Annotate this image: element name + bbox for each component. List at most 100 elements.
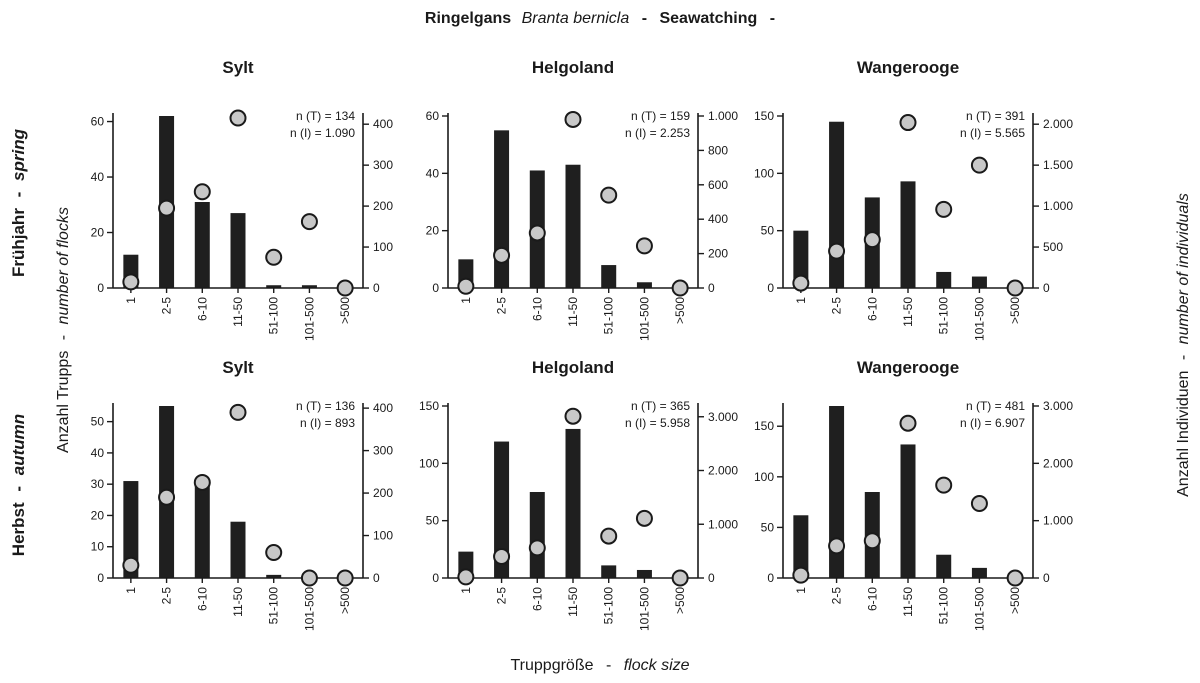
- individuals-point: [1006, 279, 1024, 297]
- x-tick-label: 1: [459, 587, 473, 594]
- row-label-autumn-de: Herbst: [9, 502, 28, 556]
- row-label-spring-sep: -: [9, 192, 28, 198]
- individuals-point: [528, 539, 546, 557]
- y-axis-right-label: Anzahl Individuen - number of individual…: [1175, 193, 1192, 497]
- bar: [494, 441, 510, 578]
- x-tick-label: 101-500: [637, 297, 651, 341]
- row-label-spring-de: Frühjahr: [9, 208, 28, 277]
- x-tick-label: 11-50: [901, 297, 915, 327]
- bar: [900, 181, 916, 288]
- individuals-point: [265, 248, 283, 266]
- individuals-point: [300, 213, 318, 231]
- x-tick-label: 6-10: [530, 297, 544, 321]
- annotation-n-i: n (I) = 5.958: [625, 416, 690, 430]
- y-right-tick-label: 300: [373, 444, 393, 458]
- y-left-tick-label: 50: [761, 224, 775, 238]
- y-axis-left-label-en: number of flocks: [55, 207, 72, 324]
- y-right-tick-label: 500: [1043, 240, 1063, 254]
- bar: [936, 554, 952, 578]
- annotation-n-t: n (T) = 134: [296, 109, 355, 123]
- title-method: Seawatching: [659, 10, 757, 27]
- y-right-tick-label: 0: [373, 281, 380, 295]
- x-tick-label: 51-100: [937, 587, 951, 625]
- y-right-tick-label: 200: [373, 199, 393, 213]
- y-left-tick-label: 0: [97, 571, 104, 585]
- y-left-tick-label: 0: [767, 281, 774, 295]
- y-right-tick-label: 2.000: [1043, 456, 1073, 470]
- individuals-point: [899, 114, 917, 132]
- x-tick-label: 1: [794, 587, 808, 594]
- bar: [194, 481, 210, 578]
- individuals-point: [671, 569, 689, 587]
- y-axis-right-label-en: number of individuals: [1175, 193, 1192, 344]
- figure-title: Ringelgans Branta bernicla - Seawatching…: [425, 10, 775, 27]
- y-axis-left-label: Anzahl Trupps - number of flocks: [55, 207, 72, 453]
- y-left-tick-label: 60: [426, 109, 440, 123]
- bar: [230, 521, 246, 578]
- x-axis-label-en: flock size: [624, 657, 690, 674]
- bar: [494, 130, 510, 288]
- y-right-tick-label: 3.000: [708, 410, 738, 424]
- title-species-de: Ringelgans: [425, 10, 511, 27]
- x-tick-label: >500: [673, 587, 687, 614]
- individuals-point: [970, 156, 988, 174]
- bar: [601, 565, 617, 578]
- y-right-tick-label: 600: [708, 178, 728, 192]
- individuals-point: [457, 277, 475, 295]
- individuals-point: [528, 224, 546, 242]
- y-left-tick-label: 100: [419, 456, 439, 470]
- row-label-spring-en: spring: [9, 128, 28, 181]
- x-tick-label: 6-10: [195, 587, 209, 611]
- x-tick-label: 51-100: [937, 297, 951, 335]
- individuals-point: [935, 476, 953, 494]
- panel-title: Helgoland: [532, 58, 614, 77]
- annotation-n-t: n (T) = 365: [631, 399, 690, 413]
- individuals-point: [564, 407, 582, 425]
- bar: [601, 265, 617, 288]
- x-axis-label: Truppgröße - flock size: [510, 657, 689, 674]
- individuals-point: [457, 568, 475, 586]
- bar: [900, 444, 916, 578]
- x-tick-label: 1: [459, 297, 473, 304]
- y-right-tick-label: 200: [708, 247, 728, 261]
- y-right-tick-label: 1.000: [708, 517, 738, 531]
- individuals-point: [493, 246, 511, 264]
- panel-title: Sylt: [222, 58, 254, 77]
- y-right-tick-label: 1.000: [1043, 514, 1073, 528]
- y-left-tick-label: 150: [419, 399, 439, 413]
- x-tick-label: 2-5: [160, 297, 174, 315]
- chart-panel: Sylt 0 10 20 30 40 50 0 100 200 300 400 1 2-5 6-10 11-5…: [91, 358, 394, 631]
- individuals-point: [635, 237, 653, 255]
- y-left-tick-label: 40: [91, 170, 105, 184]
- x-tick-label: 101-500: [302, 587, 316, 631]
- individuals-point: [122, 556, 140, 574]
- individuals-point: [300, 569, 318, 587]
- annotation-n-i: n (I) = 893: [300, 416, 355, 430]
- y-left-tick-label: 40: [426, 166, 440, 180]
- x-tick-label: >500: [1008, 297, 1022, 324]
- y-left-tick-label: 30: [91, 477, 105, 491]
- row-label-autumn: Herbst - autumn: [9, 414, 28, 556]
- panel-title: Wangerooge: [857, 58, 959, 77]
- y-right-tick-label: 400: [708, 212, 728, 226]
- individuals-point: [493, 548, 511, 565]
- individuals-point: [229, 403, 247, 421]
- bar: [936, 271, 952, 288]
- y-right-tick-label: 1.000: [1043, 199, 1073, 213]
- individuals-point: [600, 527, 618, 545]
- x-tick-label: 51-100: [602, 297, 616, 335]
- y-left-tick-label: 50: [426, 514, 440, 528]
- x-tick-label: 51-100: [267, 587, 281, 625]
- bar: [565, 164, 581, 288]
- chart-panel: Sylt 0 20 40 60 0 100 200 300 400 1 2-5 6-10 11-50 51-…: [91, 58, 394, 341]
- y-right-tick-label: 0: [1043, 571, 1050, 585]
- annotation-n-t: n (T) = 481: [966, 399, 1025, 413]
- title-species-lat: Branta bernicla: [522, 10, 630, 27]
- row-label-autumn-en: autumn: [9, 414, 28, 475]
- x-tick-label: 2-5: [830, 297, 844, 315]
- annotation-n-i: n (I) = 5.565: [960, 126, 1025, 140]
- individuals-point: [1006, 569, 1024, 587]
- y-left-tick-label: 20: [426, 224, 440, 238]
